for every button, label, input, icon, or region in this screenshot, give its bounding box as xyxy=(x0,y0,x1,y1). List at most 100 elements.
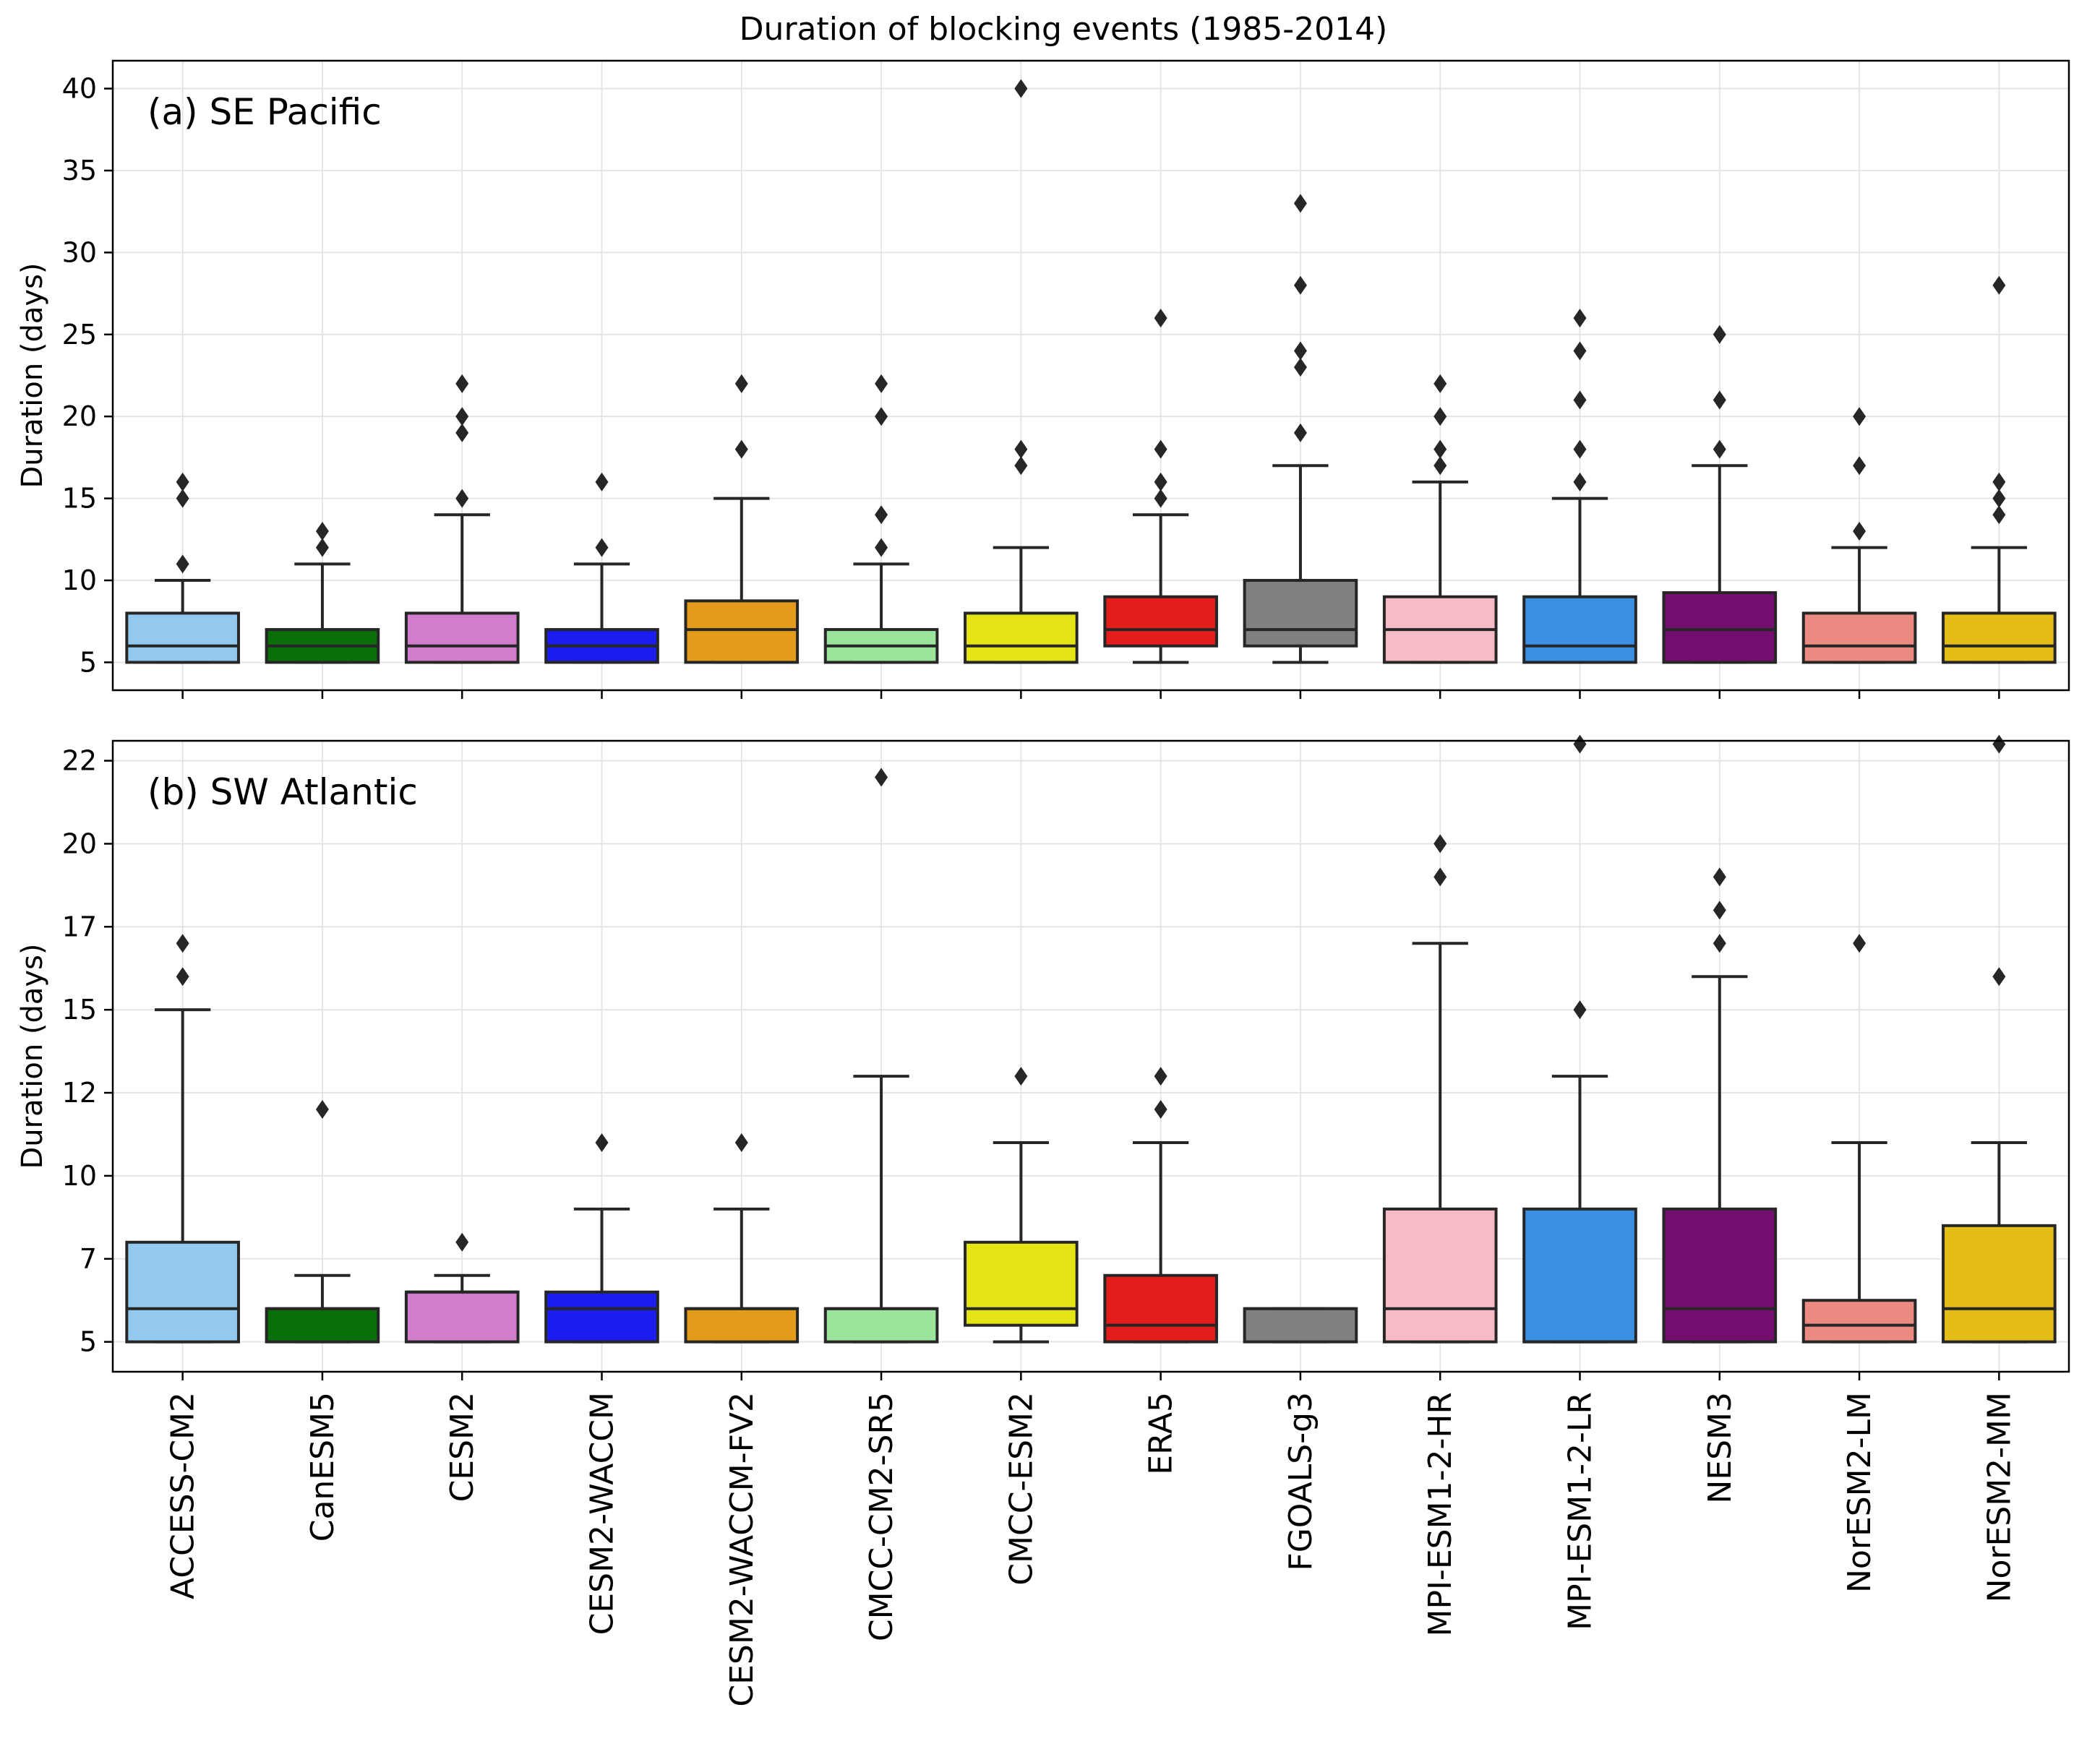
box-cesm2-waccm-fv2 xyxy=(684,1133,800,1344)
outlier-point xyxy=(875,505,888,525)
outlier-point xyxy=(1154,489,1167,508)
outlier-point xyxy=(875,374,888,393)
outlier-point xyxy=(1433,407,1447,426)
outlier-point xyxy=(1573,341,1587,361)
panel-a: 5 10 15 20 25 30 35 40 Duration (days) (a) SE Pac… xyxy=(16,59,2070,699)
category-label-noresm2-lm: NorESM2-LM xyxy=(1841,1392,1878,1593)
y-tick-label: 5 xyxy=(80,1326,97,1358)
category-label-mpi-esm1-2-hr: MPI-ESM1-2-HR xyxy=(1422,1392,1459,1636)
box-noresm2-lm xyxy=(1801,934,1917,1344)
outlier-point xyxy=(1573,439,1587,459)
box-body xyxy=(1942,1224,2057,1344)
y-tick-label: 30 xyxy=(62,236,97,268)
box-era5 xyxy=(1103,309,1218,664)
box-cesm2 xyxy=(404,374,520,664)
category-label-access-cm2: ACCESS-CM2 xyxy=(165,1392,202,1599)
category-label-mpi-esm1-2-lr: MPI-ESM1-2-LR xyxy=(1562,1392,1599,1630)
panel-b: 5 7 10 12 15 17 20 22 Duration (days) (b) SW Atla… xyxy=(16,734,2070,1380)
box-body xyxy=(1801,611,1917,664)
outlier-point xyxy=(595,472,609,491)
category-label-noresm2-mm: NorESM2-MM xyxy=(1981,1392,2018,1602)
outlier-point xyxy=(595,1133,609,1152)
y-tick-label: 15 xyxy=(62,483,97,515)
box-nesm3 xyxy=(1662,867,1778,1344)
category-label-canesm5: CanESM5 xyxy=(304,1392,341,1542)
y-tick-label: 20 xyxy=(62,400,97,432)
y-axis-title: Duration (days) xyxy=(16,943,49,1169)
y-tick-label: 10 xyxy=(62,1160,97,1192)
outlier-point xyxy=(1293,194,1307,213)
outlier-point xyxy=(1573,1000,1587,1020)
outlier-point xyxy=(1992,967,2006,987)
category-label-era5: ERA5 xyxy=(1143,1392,1180,1475)
box-body xyxy=(404,1290,520,1344)
box-body xyxy=(684,1307,800,1344)
y-tick-label: 5 xyxy=(80,646,97,678)
outlier-point xyxy=(1293,358,1307,377)
outlier-point xyxy=(875,538,888,557)
outlier-point xyxy=(1573,390,1587,410)
y-tick-label: 15 xyxy=(62,994,97,1026)
outlier-point xyxy=(1853,407,1867,426)
box-cmcc-cm2-sr5 xyxy=(823,374,939,664)
outlier-point xyxy=(315,1100,329,1120)
box-body xyxy=(1522,595,1637,664)
outlier-point xyxy=(455,1232,469,1252)
box-fgoals-g3 xyxy=(1243,194,1358,664)
outlier-point xyxy=(1573,309,1587,328)
outlier-point xyxy=(1293,275,1307,295)
outlier-point xyxy=(1014,456,1028,476)
outlier-point xyxy=(1713,934,1726,953)
outlier-point xyxy=(734,439,748,459)
category-label-cesm2: CESM2 xyxy=(444,1392,481,1502)
outlier-point xyxy=(734,1133,748,1152)
box-mpi-esm1-2-lr xyxy=(1522,309,1637,664)
outlier-point xyxy=(1293,423,1307,442)
outlier-point xyxy=(455,423,469,442)
box-body xyxy=(823,1307,939,1344)
outlier-point xyxy=(1713,390,1726,410)
outlier-point xyxy=(1992,472,2006,491)
outlier-point xyxy=(875,407,888,426)
box-body xyxy=(265,1307,380,1344)
box-mpi-esm1-2-lr xyxy=(1522,734,1637,1344)
box-nesm3 xyxy=(1662,325,1778,664)
outlier-point xyxy=(1992,734,2006,754)
box-body xyxy=(1801,1299,1917,1344)
y-tick-label: 25 xyxy=(62,319,97,351)
box-mpi-esm1-2-hr xyxy=(1382,834,1498,1344)
panel-label: (b) SW Atlantic xyxy=(147,771,418,813)
box-canesm5 xyxy=(265,1100,380,1344)
box-cesm2-waccm xyxy=(544,1133,659,1344)
outlier-point xyxy=(315,538,329,557)
box-body xyxy=(1522,1207,1637,1344)
y-tick-label: 40 xyxy=(62,73,97,105)
category-label-nesm3: NESM3 xyxy=(1702,1392,1739,1504)
outlier-point xyxy=(176,489,189,508)
y-tick-label: 35 xyxy=(62,155,97,186)
panel-label: (a) SE Pacific xyxy=(147,91,382,133)
outlier-point xyxy=(1713,901,1726,920)
outlier-point xyxy=(875,768,888,787)
outlier-point xyxy=(1293,341,1307,361)
outlier-point xyxy=(1154,1067,1167,1086)
box-body xyxy=(1243,1307,1358,1344)
outlier-point xyxy=(1014,439,1028,459)
outlier-point xyxy=(1713,867,1726,887)
box-cmcc-esm2 xyxy=(964,79,1079,664)
category-label-fgoals-g3: FGOALS-g3 xyxy=(1282,1392,1319,1571)
outlier-point xyxy=(1154,1100,1167,1120)
outlier-point xyxy=(1154,439,1167,459)
category-label-cesm2-waccm: CESM2-WACCM xyxy=(584,1392,621,1635)
box-canesm5 xyxy=(265,521,380,664)
box-body xyxy=(544,1290,659,1344)
category-labels: ACCESS-CM2 CanESM5 CESM2 CESM2-WACCM CESM2-W… xyxy=(165,1392,2018,1707)
outlier-point xyxy=(734,374,748,393)
box-noresm2-mm xyxy=(1942,734,2057,1344)
box-body xyxy=(404,611,520,664)
outlier-point xyxy=(176,934,189,953)
outlier-point xyxy=(1433,439,1447,459)
y-tick-label: 17 xyxy=(62,911,97,942)
box-mpi-esm1-2-hr xyxy=(1382,374,1498,664)
